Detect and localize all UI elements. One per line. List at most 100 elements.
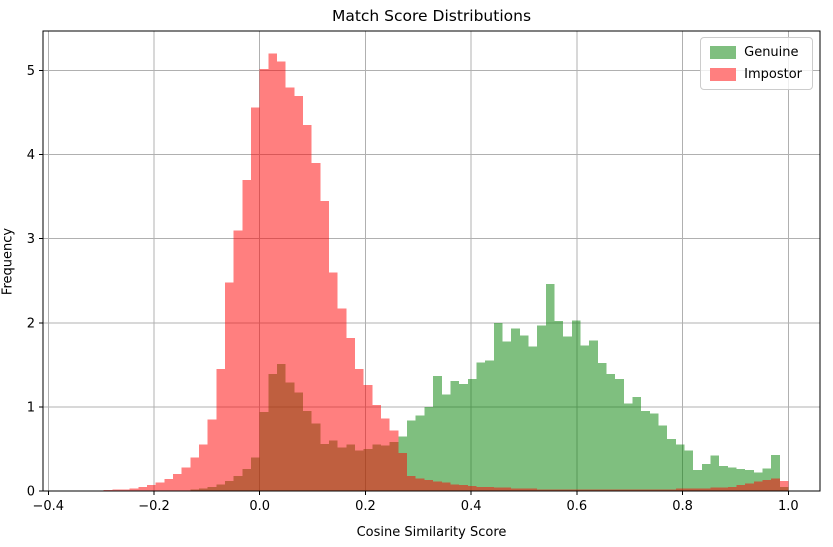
y-tick-label: 5 [27,64,35,79]
bar-impostor [112,489,122,491]
bar-genuine [606,374,616,491]
legend-item-impostor: Impostor [710,67,802,82]
bar-genuine [710,455,720,491]
bar-impostor [225,282,234,491]
bar-genuine [580,345,590,491]
bar-genuine [632,396,642,491]
legend-label-genuine: Genuine [744,45,799,60]
bar-impostor [701,488,711,491]
bar-genuine [441,394,451,491]
plot-frame [42,30,821,492]
bar-impostor [173,474,182,491]
bar-impostor [727,486,737,491]
bar-genuine [762,468,772,491]
bar-impostor [658,489,668,491]
bar-impostor [710,487,720,491]
bar-impostor [389,430,399,491]
bar-impostor [424,480,434,491]
bar-genuine [623,403,633,491]
x-tick-label: −0.4 [32,499,64,514]
bar-genuine [415,415,425,491]
bar-impostor [433,481,442,491]
bar-genuine [649,413,659,491]
bar-impostor [493,487,503,491]
bar-impostor [779,480,789,491]
bar-impostor [121,489,130,491]
bar-impostor [294,95,304,491]
bar-genuine [571,320,581,491]
bar-impostor [303,125,312,492]
bar-impostor [329,272,338,491]
x-tick-label: 0.8 [672,499,693,514]
bar-impostor [753,481,763,491]
bar-genuine [485,360,494,491]
bar-impostor [415,478,425,491]
legend-swatch-impostor [710,68,737,81]
bar-impostor [641,489,650,491]
bar-impostor [623,489,633,491]
bar-genuine [693,469,702,491]
bar-impostor [363,385,373,491]
bar-impostor [251,107,260,492]
bar-genuine [519,335,529,491]
y-axis-label: Frequency [0,227,16,296]
bar-impostor [615,489,624,491]
bar-impostor [571,489,581,491]
chart-title: Match Score Distributions [331,7,532,25]
bar-genuine [450,380,460,491]
bar-genuine [684,450,694,491]
bar-impostor [407,475,416,491]
bar-impostor [268,53,278,492]
bar-impostor [381,418,390,491]
bar-genuine [493,322,503,491]
bar-impostor [762,480,772,491]
bar-genuine [658,425,668,491]
bar-impostor [242,179,252,491]
bar-impostor [337,308,347,491]
bar-genuine [727,467,737,491]
x-tick-label: 0.0 [249,499,270,514]
bar-impostor [207,419,217,491]
bar-impostor [129,488,139,491]
bar-genuine [459,384,468,491]
bar-impostor [485,486,494,491]
bar-impostor [190,457,200,491]
bar-impostor [155,482,165,491]
y-tick-label: 4 [27,148,35,163]
bar-genuine [502,341,512,491]
bar-genuine [476,362,486,491]
bar-impostor [580,489,590,491]
bar-impostor [606,489,616,491]
bar-genuine [554,321,564,491]
bar-genuine [545,284,555,491]
x-tick-label: 0.2 [355,499,376,514]
bar-impostor [719,487,728,491]
bar-impostor [398,453,408,491]
x-tick-label: 0.4 [461,499,482,514]
bar-impostor [693,488,702,491]
bar-impostor [441,482,451,491]
bar-impostor [632,489,642,491]
bar-impostor [216,369,226,491]
bar-genuine [433,375,442,491]
bar-genuine [537,325,546,491]
bar-impostor [502,487,512,491]
bar-impostor [459,485,468,491]
bar-impostor [745,483,754,491]
bar-impostor [164,479,174,491]
bar-impostor [233,230,243,491]
bar-impostor [545,489,555,491]
bar-impostor [519,488,529,491]
bar-genuine [771,454,780,491]
bar-genuine [563,336,572,491]
bar-genuine [701,464,711,491]
bar-impostor [771,478,780,491]
bar-impostor [675,488,685,491]
bar-genuine [511,328,520,491]
bar-impostor [684,488,694,491]
bar-genuine [597,363,607,491]
bar-impostor [554,489,564,491]
series-impostor [103,53,789,492]
bar-genuine [667,438,676,491]
